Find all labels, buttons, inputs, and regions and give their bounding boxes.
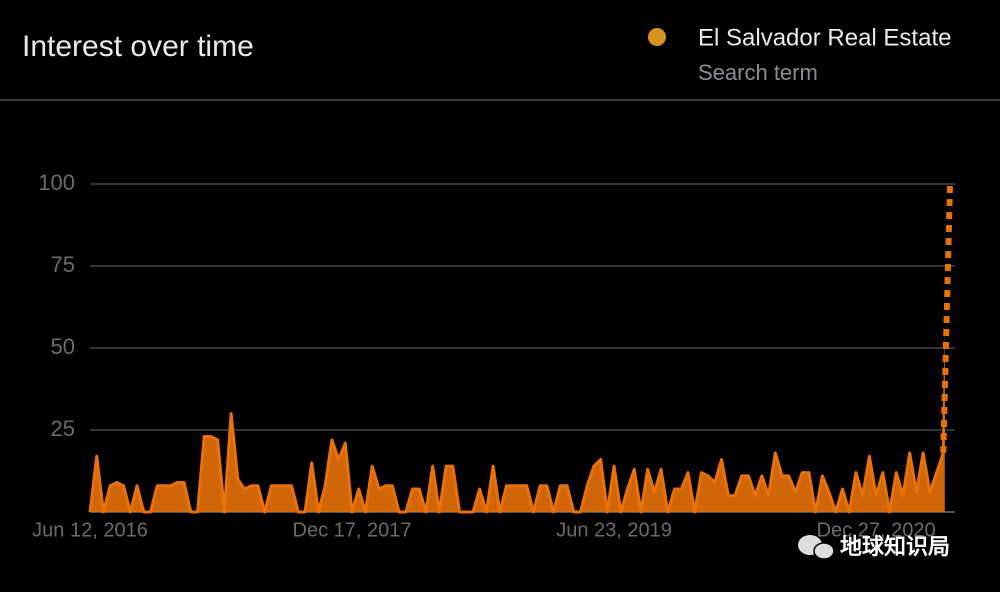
watermark-icon [813, 542, 835, 560]
legend-subtitle: Search term [698, 60, 818, 85]
x-tick-label: Jun 23, 2019 [556, 519, 672, 541]
partial-segment [940, 183, 953, 454]
line-area [90, 392, 945, 512]
x-tick-label: Jun 12, 2016 [32, 519, 148, 541]
watermark-text: 地球知识局 [840, 534, 950, 559]
watermark: 地球知识局 [798, 534, 950, 560]
y-tick-label: 50 [51, 334, 75, 359]
x-tick-label: Dec 27, 2020 [817, 519, 936, 541]
legend-swatch [648, 28, 666, 46]
legend-label: El Salvador Real Estate [698, 24, 951, 51]
y-tick-label: 75 [51, 252, 75, 277]
chart-title: Interest over time [22, 30, 254, 63]
x-tick-label: Dec 17, 2017 [293, 519, 412, 541]
line [88, 332, 945, 514]
y-tick-label: 25 [51, 416, 75, 441]
y-tick-label: 100 [38, 170, 75, 195]
